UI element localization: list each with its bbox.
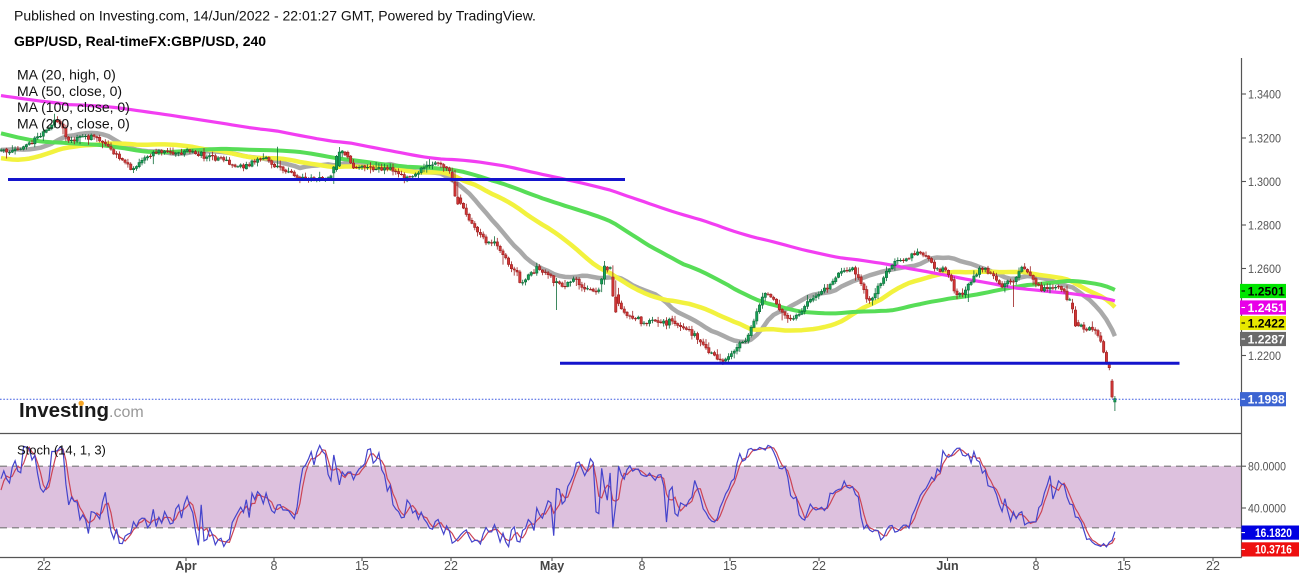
svg-text:22: 22 bbox=[444, 559, 458, 573]
svg-text:22: 22 bbox=[812, 559, 826, 573]
svg-text:15: 15 bbox=[723, 559, 737, 573]
svg-text:1.2451: 1.2451 bbox=[1248, 301, 1285, 315]
svg-text:1.3400: 1.3400 bbox=[1248, 87, 1281, 101]
svg-text:8: 8 bbox=[639, 559, 646, 573]
svg-text:15: 15 bbox=[1117, 559, 1131, 573]
svg-text:8: 8 bbox=[271, 559, 278, 573]
svg-text:15: 15 bbox=[355, 559, 369, 573]
svg-text:MA (20, high, 0): MA (20, high, 0) bbox=[17, 67, 116, 83]
svg-text:Apr: Apr bbox=[175, 559, 197, 573]
svg-text:1.3200: 1.3200 bbox=[1248, 131, 1281, 145]
svg-text:1.2422: 1.2422 bbox=[1248, 316, 1285, 330]
svg-text:MA (100, close, 0): MA (100, close, 0) bbox=[17, 99, 130, 115]
svg-text:80.0000: 80.0000 bbox=[1248, 460, 1286, 474]
svg-text:Investıng.com: Investıng.com bbox=[19, 399, 144, 422]
svg-text:10.3716: 10.3716 bbox=[1255, 543, 1292, 557]
svg-text:1.2800: 1.2800 bbox=[1248, 218, 1281, 232]
svg-text:22: 22 bbox=[1206, 559, 1220, 573]
svg-text:40.0000: 40.0000 bbox=[1248, 501, 1286, 515]
svg-text:GBP/USD, Real-timeFX:GBP/USD,: GBP/USD, Real-timeFX:GBP/USD, 240 bbox=[14, 33, 266, 49]
svg-text:1.3000: 1.3000 bbox=[1248, 175, 1281, 189]
svg-text:MA (200, close, 0): MA (200, close, 0) bbox=[17, 115, 130, 131]
svg-text:Stoch (14, 1, 3): Stoch (14, 1, 3) bbox=[17, 443, 106, 458]
svg-text:1.2600: 1.2600 bbox=[1248, 262, 1281, 276]
svg-text:8: 8 bbox=[1033, 559, 1040, 573]
svg-text:MA (50, close, 0): MA (50, close, 0) bbox=[17, 83, 122, 99]
svg-text:Jun: Jun bbox=[936, 559, 958, 573]
svg-text:Published on Investing.com, 14: Published on Investing.com, 14/Jun/2022 … bbox=[14, 8, 536, 24]
svg-text:16.1820: 16.1820 bbox=[1255, 526, 1292, 540]
svg-text:22: 22 bbox=[37, 559, 51, 573]
svg-text:1.2501: 1.2501 bbox=[1248, 284, 1285, 298]
svg-text:1.2287: 1.2287 bbox=[1248, 332, 1285, 346]
svg-text:1.2200: 1.2200 bbox=[1248, 349, 1281, 363]
svg-text:May: May bbox=[540, 559, 564, 573]
svg-text:1.1998: 1.1998 bbox=[1248, 393, 1285, 407]
